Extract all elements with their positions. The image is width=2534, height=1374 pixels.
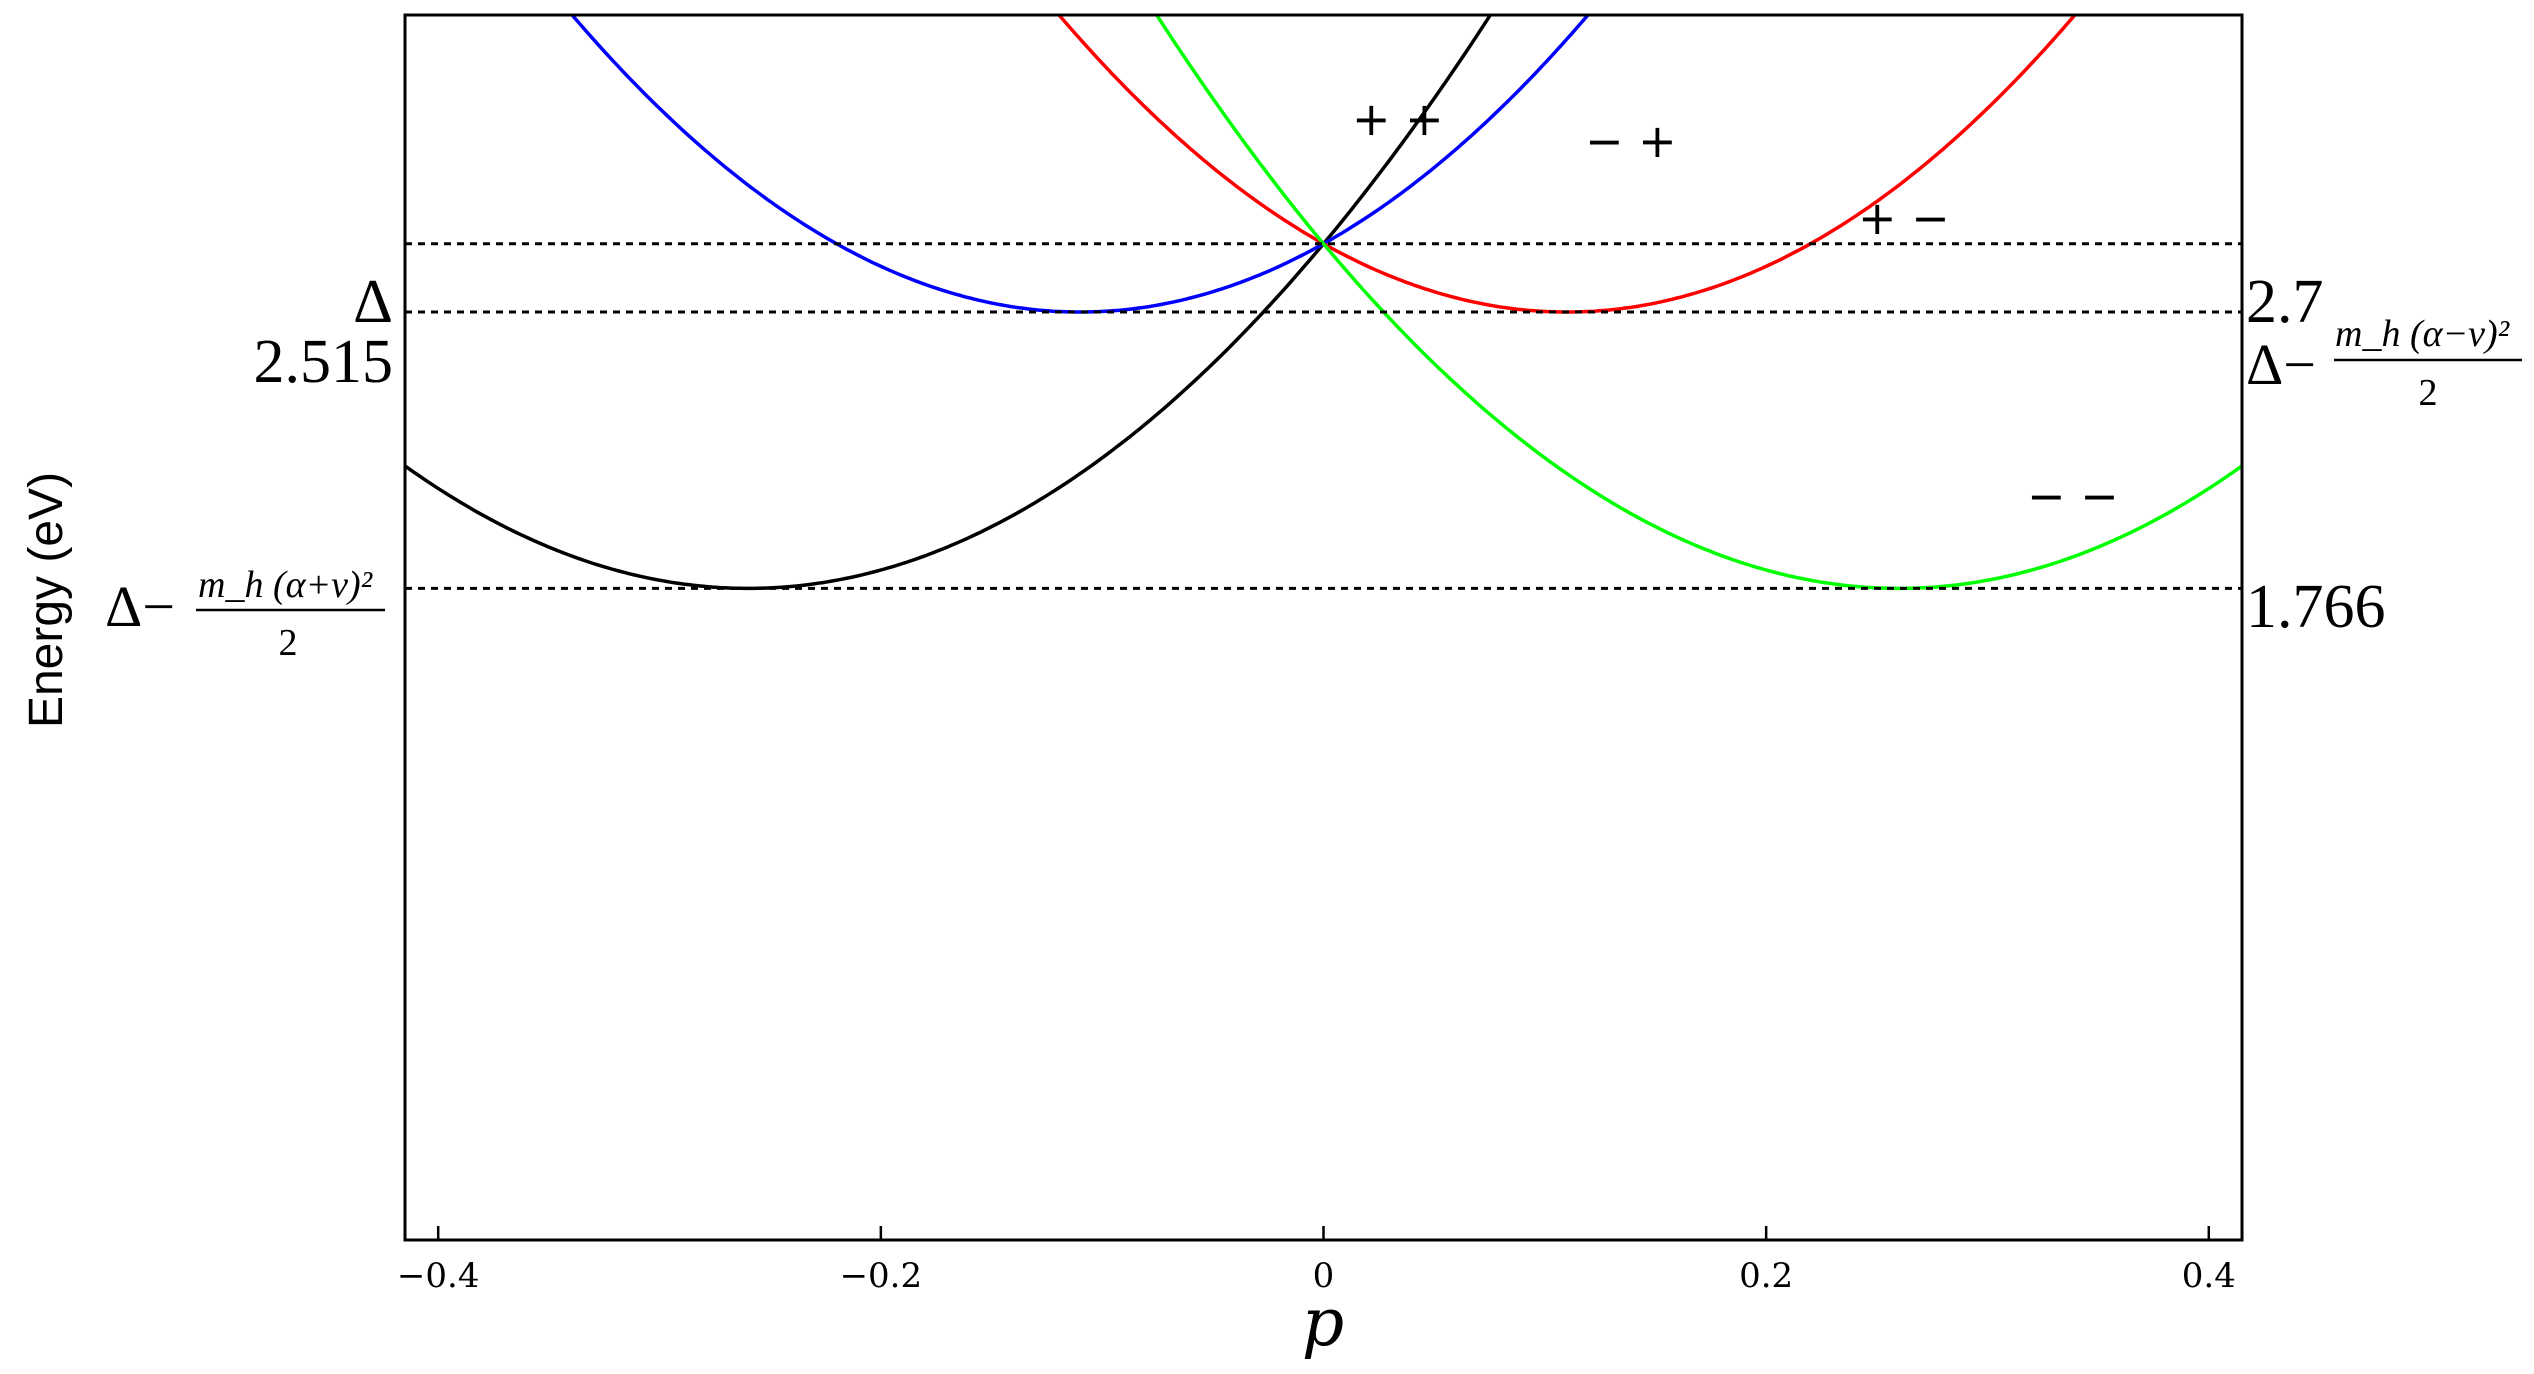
series-line-2 [569, 15, 1591, 314]
curves-group [405, 15, 2242, 591]
x-axis: −0.4 −0.2 0 0.2 0.4 [397, 1226, 2236, 1296]
ref-label-1766: 1.766 [2246, 573, 2386, 641]
series-line-1 [405, 15, 1493, 591]
x-axis-title: p [1302, 1284, 1344, 1361]
x-tick-label: 0.2 [1739, 1256, 1793, 1296]
x-tick-label: −0.4 [397, 1256, 480, 1296]
reference-lines [405, 242, 2242, 590]
ref-formula-alpha-minus-nu: Δ− m_h (α−ν)² 2 [2246, 313, 2522, 414]
formula-prefix: Δ− [2246, 332, 2316, 397]
curve-label-minus-minus: − − [2027, 469, 2119, 523]
curve-label-plus-minus: + − [1858, 191, 1950, 245]
formula-numerator: m_h (α−ν)² [2335, 313, 2510, 355]
y-axis-title: Energy (eV) [20, 472, 73, 728]
ref-label-2-7: 2.7 [2246, 268, 2324, 336]
plot-frame [403, 13, 2244, 1242]
ref-formula-alpha-plus-nu: Δ− m_h (α+ν)² 2 [105, 564, 385, 664]
curve-label-plus-plus: + + [1352, 92, 1444, 146]
formula-numerator: m_h (α+ν)² [198, 564, 373, 606]
formula-prefix: Δ− [105, 574, 175, 639]
x-tick-label: 0.4 [2182, 1256, 2236, 1296]
x-tick-label: −0.2 [840, 1256, 923, 1296]
ref-label-delta: Δ [353, 268, 393, 336]
series-line-3 [1056, 15, 2078, 314]
ref-label-2515: 2.515 [254, 328, 394, 396]
series-line-4 [1154, 15, 2242, 591]
formula-denominator: 2 [2419, 372, 2438, 414]
curve-label-minus-plus: − + [1585, 114, 1677, 168]
x-tick-label: 0 [1313, 1256, 1335, 1296]
formula-denominator: 2 [279, 622, 298, 664]
